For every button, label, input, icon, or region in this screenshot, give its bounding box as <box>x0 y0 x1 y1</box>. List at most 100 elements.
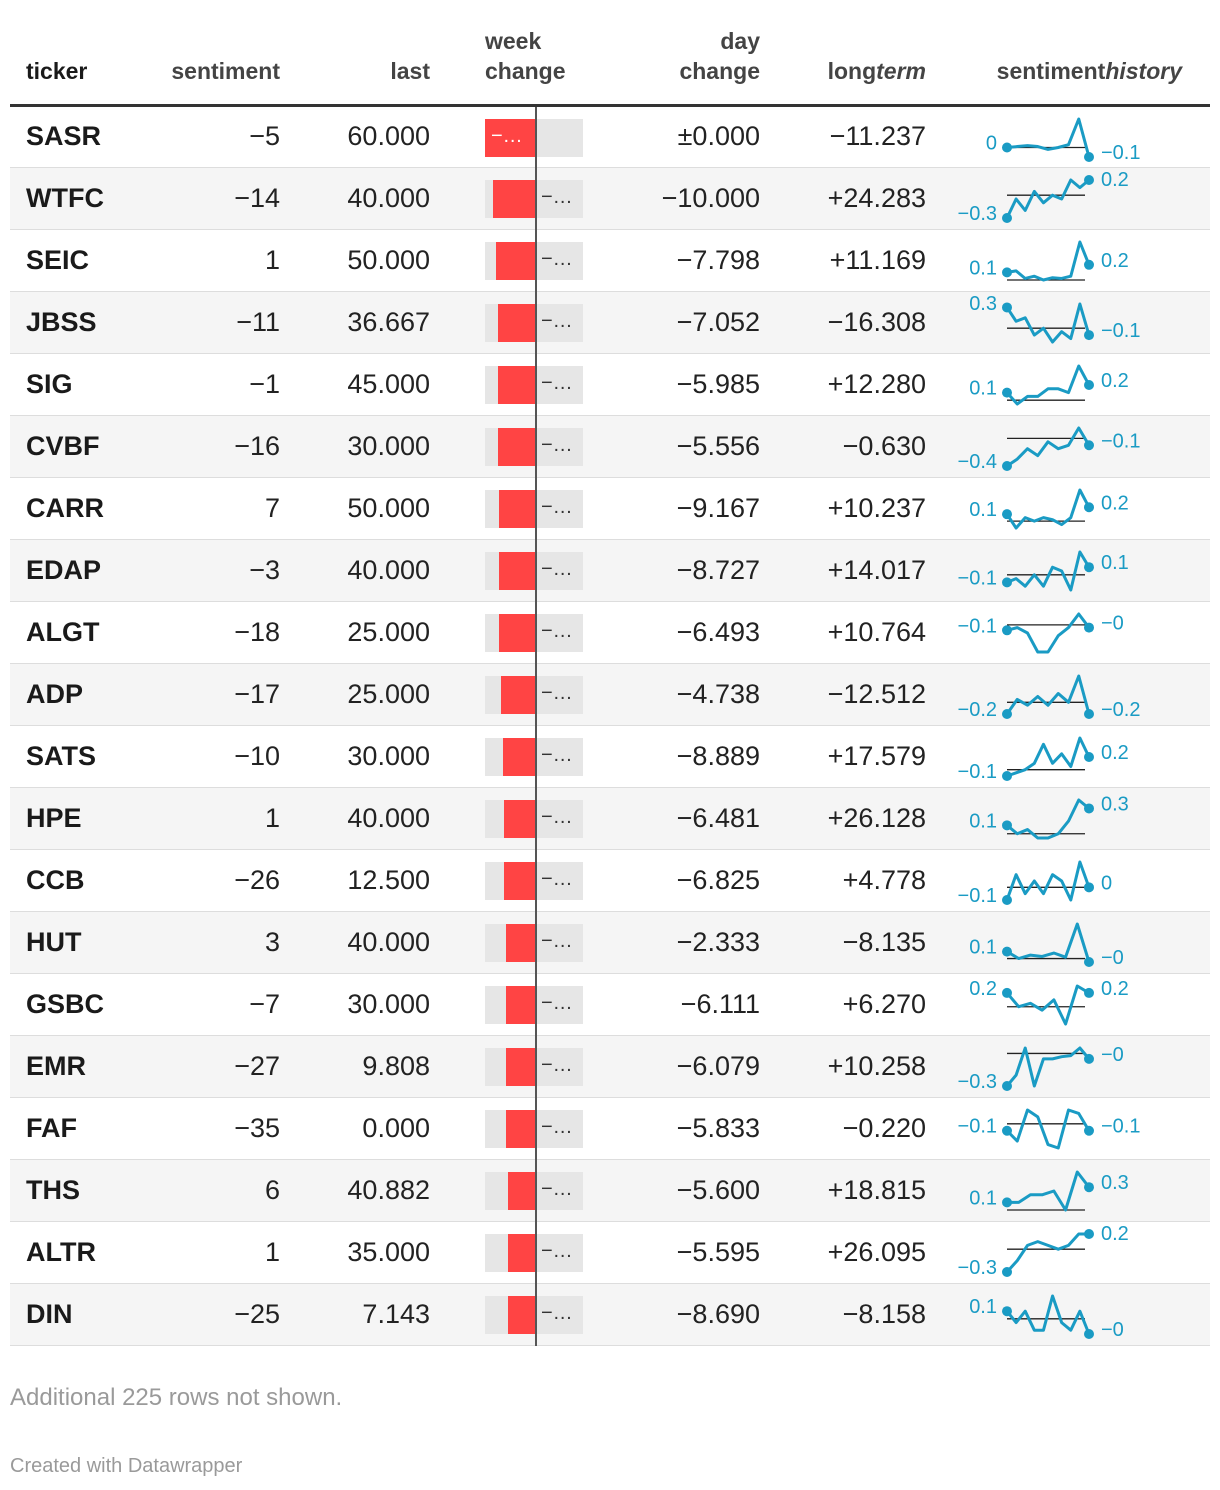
cell-last: 40.000 <box>280 787 430 850</box>
cell-day-change: −6.481 <box>600 787 760 850</box>
cell-last: 40.882 <box>280 1159 430 1222</box>
col-header-sentiment-history[interactable]: sentimenthistory <box>926 0 1210 107</box>
cell-day-change: −5.833 <box>600 1097 760 1160</box>
col-header-week-change[interactable]: week change <box>430 0 600 107</box>
cell-day-change: −6.079 <box>600 1035 760 1098</box>
sparkline-series <box>1006 117 1091 157</box>
cell-day-change: −8.889 <box>600 725 760 788</box>
cell-sentiment: −10 <box>155 725 280 788</box>
sparkline: 0.1 0.3 <box>969 793 1129 839</box>
week-change-axis <box>535 477 537 540</box>
week-change-axis <box>535 911 537 974</box>
col-header-sentiment[interactable]: sentiment <box>155 0 280 107</box>
table-row: HUT 3 40.000 −… −2.333 −8.135 0.1 −0 <box>10 911 1210 974</box>
col-header-longterm-label-b: term <box>876 57 926 84</box>
col-header-day-label-2: change <box>679 57 760 84</box>
week-change-label: −… <box>541 619 573 642</box>
sparkline-end-label: 0.2 <box>1101 169 1129 191</box>
cell-week-change: −… <box>430 725 600 788</box>
week-change-bar <box>499 613 535 652</box>
week-change-label: −… <box>541 185 573 208</box>
sparkline-end-dot <box>1084 151 1094 162</box>
sparkline-start-label: 0.1 <box>969 810 997 832</box>
sparkline-start-label: −0.4 <box>958 451 997 473</box>
cell-sentiment-history: 0.1 0.2 <box>926 353 1210 416</box>
sparkline-series <box>1005 178 1090 219</box>
cell-ticker: SATS <box>10 725 155 788</box>
week-change-label: −… <box>541 557 573 580</box>
table-row: FAF −35 0.000 −… −5.833 −0.220 −0.1 −0.1 <box>10 1097 1210 1160</box>
cell-longterm: +10.258 <box>760 1035 926 1098</box>
sparkline-end-label: −0.1 <box>1101 320 1140 342</box>
week-change-bar <box>506 1047 535 1086</box>
table-row: CARR 7 50.000 −… −9.167 +10.237 0.1 0.2 <box>10 477 1210 540</box>
sparkline-start-label: 0.1 <box>969 936 997 958</box>
week-change-label: −… <box>541 1239 573 1262</box>
cell-sentiment-history: −0.2 −0.2 <box>926 663 1210 726</box>
cell-longterm: +6.270 <box>760 973 926 1036</box>
cell-day-change: −6.111 <box>600 973 760 1036</box>
cell-last: 35.000 <box>280 1221 430 1284</box>
col-header-week-label-2: change <box>485 57 566 84</box>
col-header-last[interactable]: last <box>280 0 430 107</box>
cell-sentiment-history: 0.1 0.3 <box>926 1159 1210 1222</box>
sparkline: −0.1 −0.1 <box>958 1108 1140 1149</box>
sparkline-start-dot <box>1002 212 1012 223</box>
cell-day-change: −6.493 <box>600 601 760 664</box>
sparkline-start-label: −0.1 <box>958 615 997 637</box>
cell-ticker: HUT <box>10 911 155 974</box>
cell-ticker: CARR <box>10 477 155 540</box>
sparkline-series <box>1005 302 1091 343</box>
week-change-track: −… <box>485 477 583 540</box>
sparkline: 0.3 −0.1 <box>969 293 1140 343</box>
cell-longterm: −11.237 <box>760 105 926 168</box>
cell-longterm: +10.764 <box>760 601 926 664</box>
cell-sentiment: 3 <box>155 911 280 974</box>
week-change-axis <box>535 663 537 726</box>
cell-ticker: CVBF <box>10 415 155 478</box>
week-change-track: −… <box>485 353 583 416</box>
cell-day-change: −6.825 <box>600 849 760 912</box>
col-header-day-change[interactable]: day change <box>600 0 760 107</box>
sparkline-end-label: 0.3 <box>1101 1172 1129 1194</box>
sparkline-end-dot <box>1084 881 1094 892</box>
week-change-axis <box>535 973 537 1036</box>
week-change-bar <box>504 861 535 900</box>
header-row: ticker sentiment last week change day chan… <box>10 0 1210 107</box>
cell-sentiment-history: 0.2 0.2 <box>926 973 1210 1036</box>
sparkline: 0.2 0.2 <box>969 977 1129 1025</box>
sparkline-end-label: 0.2 <box>1101 977 1129 999</box>
cell-week-change: −… <box>430 911 600 974</box>
sparkline-start-dot <box>1002 894 1012 905</box>
week-change-label: −… <box>541 1177 573 1200</box>
cell-sentiment-history: 0.1 −0 <box>926 1283 1210 1346</box>
sparkline-end-label: 0.1 <box>1101 552 1129 574</box>
cell-ticker: EMR <box>10 1035 155 1098</box>
week-change-bar <box>485 118 535 157</box>
cell-sentiment-history: 0.1 −0 <box>926 911 1210 974</box>
week-change-bar <box>508 1171 535 1210</box>
cell-day-change: −5.600 <box>600 1159 760 1222</box>
sparkline: 0.1 0.3 <box>969 1170 1129 1211</box>
cell-sentiment-history: −0.3 0.2 <box>926 1221 1210 1284</box>
cell-longterm: −8.158 <box>760 1283 926 1346</box>
week-change-track: −… <box>485 1221 583 1284</box>
col-header-ticker[interactable]: ticker <box>10 0 155 107</box>
table-row: THS 6 40.882 −… −5.600 +18.815 0.1 0.3 <box>10 1159 1210 1222</box>
cell-last: 50.000 <box>280 477 430 540</box>
sparkline-start-label: 0 <box>986 132 997 154</box>
table-row: GSBC −7 30.000 −… −6.111 +6.270 0.2 0.2 <box>10 973 1210 1036</box>
cell-ticker: ALGT <box>10 601 155 664</box>
col-header-longterm[interactable]: longterm <box>760 0 926 107</box>
sparkline-start-dot <box>1002 301 1012 312</box>
sparkline-start-label: −0.3 <box>958 203 997 225</box>
sparkline-start-dot <box>1002 624 1012 635</box>
sparkline: 0.1 0.2 <box>969 240 1129 281</box>
cell-sentiment: −5 <box>155 105 280 168</box>
cell-longterm: +4.778 <box>760 849 926 912</box>
sparkline-end-dot <box>1084 1053 1094 1064</box>
week-change-axis <box>535 725 537 788</box>
sparkline-end-dot <box>1084 622 1094 633</box>
cell-ticker: SIG <box>10 353 155 416</box>
cell-sentiment-history: 0.1 0.2 <box>926 229 1210 292</box>
